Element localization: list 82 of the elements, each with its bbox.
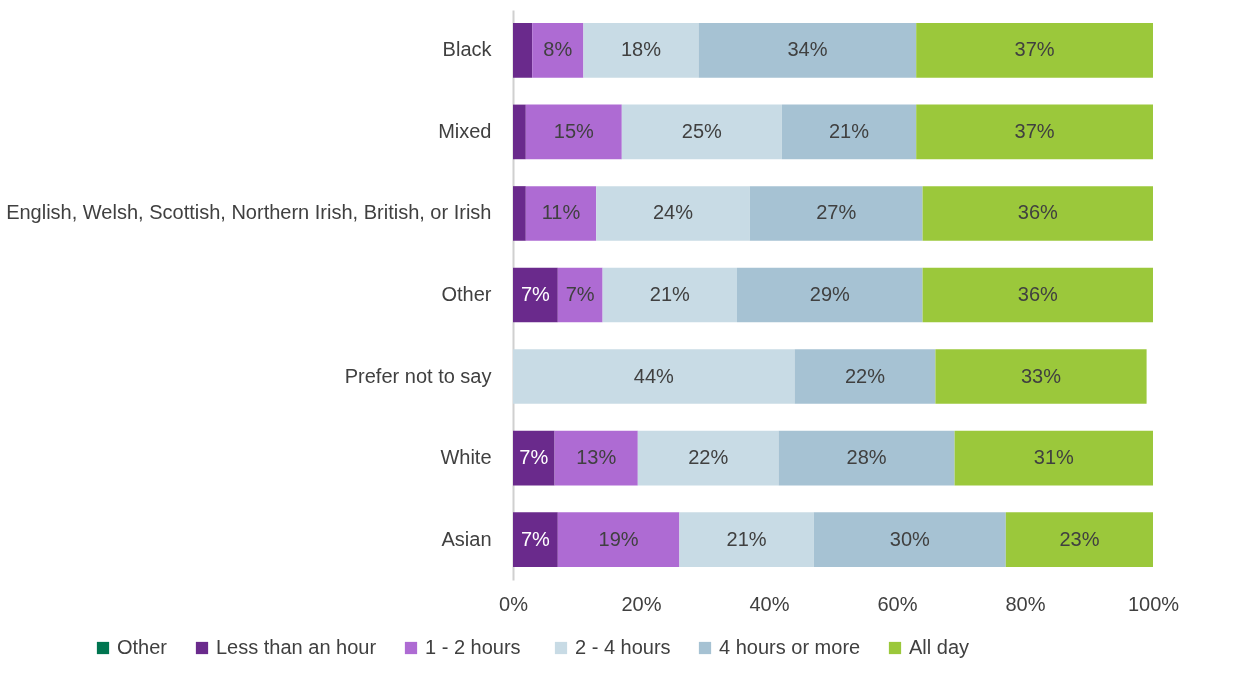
data-label: 37% [1014, 119, 1055, 142]
data-label: 15% [553, 119, 595, 142]
y-tick-label: Asian [441, 527, 492, 550]
legend-label: 4 hours or more [719, 636, 861, 658]
data-label: 7% [565, 283, 595, 305]
bar [621, 104, 782, 160]
bar [513, 512, 558, 567]
data-label: 19% [598, 527, 639, 550]
bar [525, 186, 597, 241]
bar [679, 512, 814, 567]
bar [916, 23, 1153, 78]
x-tick-label: 100% [1127, 592, 1180, 615]
bar [935, 349, 1147, 404]
bar [513, 430, 555, 486]
data-label: 33% [1020, 364, 1062, 387]
data-label: 8% [543, 38, 573, 61]
x-tick-label: 60% [877, 592, 918, 615]
data-label: 22% [688, 446, 729, 469]
data-label: 36% [1017, 201, 1059, 224]
bar [596, 186, 750, 241]
data-label: 21% [649, 283, 691, 305]
bar [602, 267, 737, 323]
data-label: 25% [681, 119, 723, 142]
bar [778, 430, 955, 486]
legend-label: Less than an hour [216, 636, 377, 658]
data-label: 21% [828, 119, 870, 142]
data-label: 21% [726, 527, 767, 550]
x-tick-label: 20% [621, 592, 662, 615]
legend-label: 2 - 4 hours [575, 636, 671, 658]
data-label: 23% [1059, 527, 1100, 550]
x-tick-label: 40% [749, 592, 790, 615]
data-label: 29% [809, 283, 851, 305]
bar [781, 104, 917, 160]
bar [513, 186, 526, 241]
bar [749, 186, 923, 241]
data-label: 31% [1033, 446, 1075, 469]
data-label: 28% [846, 446, 887, 469]
bar [557, 512, 680, 567]
bar [525, 104, 622, 160]
bar [513, 23, 533, 78]
y-tick-label: White [440, 446, 492, 469]
data-label: 37% [1014, 38, 1055, 61]
data-label: 7% [519, 446, 549, 469]
y-tick-label: Prefer not to say [344, 364, 492, 387]
bar [557, 267, 603, 323]
bar [794, 349, 936, 404]
bar [513, 267, 558, 323]
bar [532, 23, 584, 78]
x-tick-label: 0% [499, 592, 529, 615]
data-label: 24% [652, 201, 694, 224]
data-label: 36% [1017, 283, 1059, 305]
bar [554, 430, 638, 486]
legend-label: 1 - 2 hours [425, 636, 521, 658]
bar [637, 430, 779, 486]
bar [954, 430, 1153, 486]
data-label: 13% [576, 446, 617, 469]
bar [916, 104, 1153, 160]
legend-label: Other [117, 636, 168, 658]
x-tick-label: 80% [1005, 592, 1046, 615]
bar [583, 23, 699, 78]
bar [513, 104, 526, 160]
y-tick-label: Black [442, 38, 493, 61]
data-label: 7% [520, 527, 551, 550]
bar [737, 267, 923, 323]
bar [922, 186, 1153, 241]
data-label: 11% [541, 201, 581, 224]
bar [922, 267, 1153, 323]
bar [513, 349, 795, 404]
data-label: 34% [787, 38, 828, 61]
y-tick-label: Mixed [438, 119, 492, 142]
data-label: 22% [844, 364, 886, 387]
y-tick-label: English, Welsh, Scottish, Northern Irish, British, or Irish [6, 201, 492, 224]
data-label: 7% [520, 283, 551, 305]
y-tick-label: Other [441, 283, 492, 305]
data-label: 27% [816, 201, 857, 224]
data-label: 18% [620, 38, 662, 61]
data-label: 30% [889, 527, 931, 550]
bar [698, 23, 917, 78]
bar [1005, 512, 1153, 567]
legend-label: All day [909, 636, 970, 658]
bar [813, 512, 1006, 567]
data-label: 44% [633, 364, 675, 387]
